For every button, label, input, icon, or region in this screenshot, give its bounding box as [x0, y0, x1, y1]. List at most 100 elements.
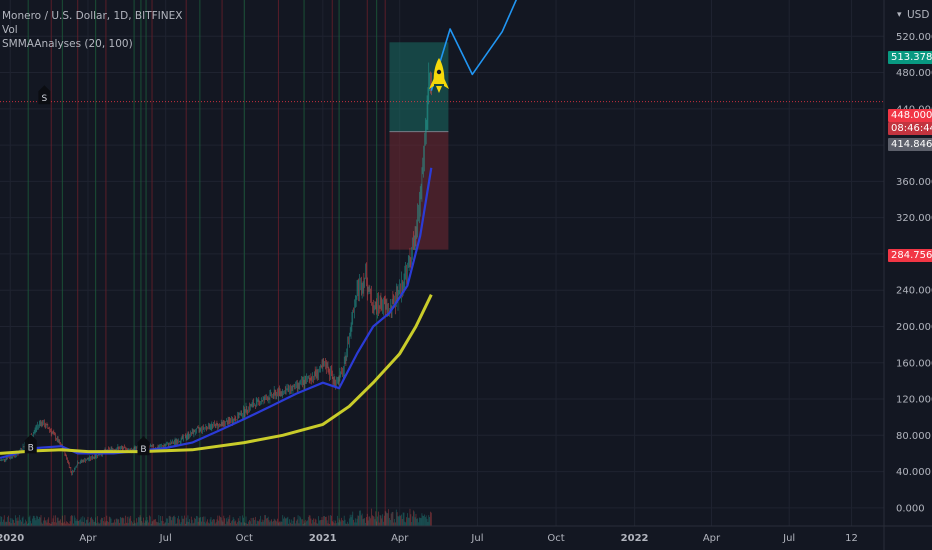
volume-bar [193, 522, 195, 526]
x-tick-label: Apr [391, 533, 409, 544]
volume-bar [198, 517, 200, 526]
volume-bar [197, 521, 199, 526]
currency-dropdown-icon[interactable]: ▾ [897, 10, 902, 20]
volume-bar [42, 523, 44, 526]
volume-bar [426, 518, 428, 526]
volume-bar [89, 521, 91, 526]
volume-indicator-label[interactable]: Vol [2, 24, 18, 36]
volume-bar [90, 516, 92, 526]
volume-bar [33, 515, 35, 526]
volume-bar [68, 523, 70, 526]
volume-bar [110, 518, 112, 526]
volume-bar [275, 520, 277, 526]
volume-bar [369, 516, 371, 526]
volume-bar [43, 520, 44, 526]
volume-bar [14, 515, 16, 526]
volume-bar [127, 523, 129, 526]
volume-bar [318, 516, 319, 526]
smma-indicator-label[interactable]: SMMAAnalyses (20, 100) [2, 38, 133, 50]
volume-bar [67, 522, 68, 526]
volume-bar [347, 521, 349, 526]
volume-bar [14, 522, 15, 526]
indicator-lines [0, 0, 518, 460]
time-axis[interactable]: 2020 Apr Jul Oct 2021 Apr Jul Oct 2022 Apr Jul 12 [0, 525, 932, 544]
volume-bar [387, 513, 389, 526]
volume-bar [249, 521, 251, 526]
volume-bar [336, 523, 337, 526]
volume-bar [374, 519, 376, 526]
volume-bar [428, 515, 430, 526]
volume-bar [339, 519, 341, 526]
volume-bar [427, 521, 429, 526]
volume-bar [263, 520, 265, 526]
volume-bar [348, 518, 350, 526]
volume-bar [255, 523, 257, 526]
volume-bar [30, 520, 32, 526]
volume-bar [398, 516, 400, 526]
volume-bar [364, 518, 366, 526]
volume-bar [298, 523, 300, 526]
volume-bar [85, 523, 86, 526]
volume-bar [70, 516, 72, 526]
volume-bar [418, 522, 419, 526]
volume-bar [225, 523, 226, 526]
volume-bar [372, 516, 374, 526]
volume-bar [167, 518, 168, 526]
volume-bar [312, 519, 314, 526]
volume-bar [188, 522, 190, 526]
volume-bar [203, 521, 205, 526]
volume-bar [208, 522, 209, 526]
signal-marker-s: S [38, 85, 51, 105]
volume-bar [49, 523, 51, 526]
volume-bar [163, 523, 165, 526]
volume-bars [0, 508, 432, 526]
volume-bar [22, 516, 24, 526]
volume-bar [353, 519, 354, 526]
series-projection [430, 0, 518, 91]
volume-bar [55, 515, 56, 526]
volume-bar [392, 511, 394, 526]
volume-bar [404, 521, 406, 526]
symbol-title[interactable]: Monero / U.S. Dollar, 1D, BITFINEX [2, 10, 183, 22]
volume-bar [307, 520, 308, 526]
volume-bar [278, 521, 280, 526]
volume-bar [137, 522, 138, 526]
volume-bar [167, 522, 169, 526]
volume-bar [8, 515, 9, 526]
volume-bar [350, 517, 352, 526]
volume-bar [293, 517, 295, 526]
volume-bar [260, 521, 262, 526]
volume-bar [378, 522, 380, 526]
volume-bar [20, 519, 21, 526]
currency-label[interactable]: USD [907, 9, 930, 21]
volume-bar [32, 518, 33, 526]
volume-bar [37, 516, 38, 526]
volume-bar [186, 521, 188, 526]
volume-bar [246, 523, 248, 526]
volume-bar [330, 515, 332, 526]
volume-bar [292, 520, 294, 526]
volume-bar [196, 516, 198, 526]
signal-markers: S B B [24, 85, 150, 456]
volume-bar [414, 517, 416, 526]
volume-bar [399, 515, 401, 526]
volume-bar [384, 510, 386, 526]
volume-bar [81, 521, 83, 526]
volume-bar [138, 517, 140, 526]
volume-bar [330, 515, 331, 526]
volume-bar [223, 515, 225, 526]
volume-bar [3, 519, 4, 526]
volume-bar [75, 521, 77, 526]
volume-bar [79, 520, 80, 526]
volume-bar [245, 516, 247, 526]
volume-bar [355, 522, 357, 526]
volume-bar [430, 512, 432, 526]
volume-bar [2, 521, 3, 526]
volume-bar [195, 518, 196, 526]
volume-bar [401, 514, 402, 526]
volume-bar [297, 515, 299, 526]
volume-bar [244, 523, 246, 526]
volume-bar [225, 518, 227, 526]
